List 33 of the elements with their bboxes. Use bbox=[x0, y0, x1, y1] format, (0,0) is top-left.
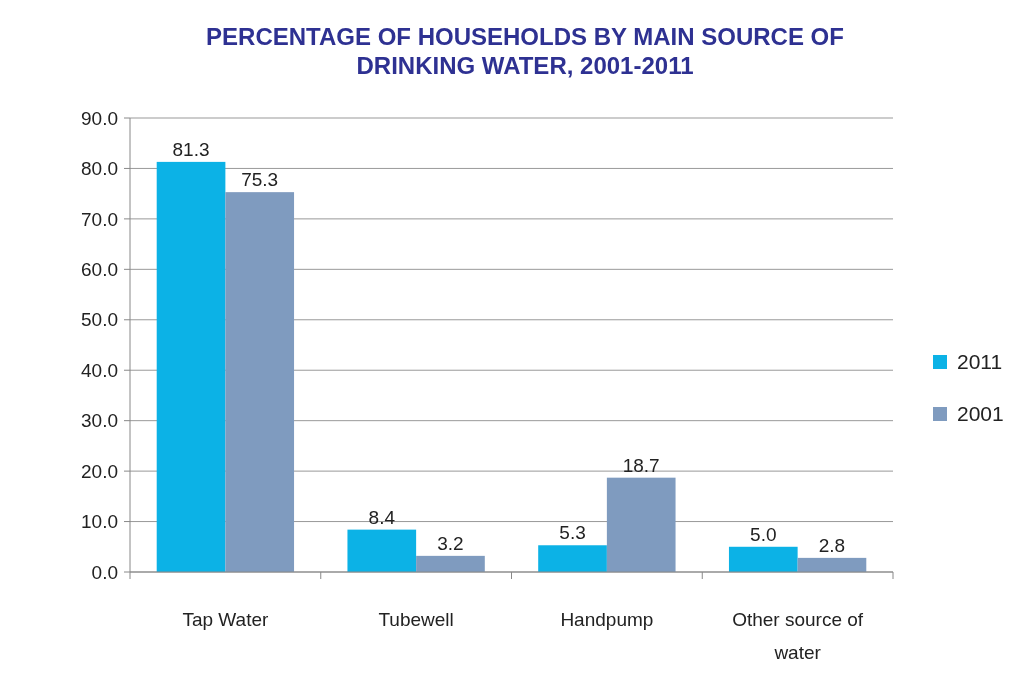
data-label: 5.3 bbox=[559, 522, 586, 544]
x-tick-label: Handpump bbox=[560, 609, 654, 630]
y-tick-label: 80.0 bbox=[81, 158, 118, 180]
y-tick-label: 70.0 bbox=[81, 208, 118, 230]
y-tick-label: 90.0 bbox=[81, 107, 118, 129]
y-tick-label: 60.0 bbox=[81, 258, 118, 280]
chart-title: PERCENTAGE OF HOUSEHOLDS BY MAIN SOURCE OF DRINKING WATER, 2001-2011 bbox=[206, 23, 844, 79]
legend-label: 2011 bbox=[957, 350, 1003, 374]
data-label: 81.3 bbox=[172, 138, 210, 160]
y-tick-label: 40.0 bbox=[81, 359, 118, 381]
y-tick-label: 20.0 bbox=[81, 460, 118, 482]
y-tick-label: 50.0 bbox=[81, 309, 118, 331]
bar bbox=[538, 545, 607, 572]
data-label: 18.7 bbox=[622, 454, 660, 476]
bar bbox=[225, 192, 295, 572]
bar bbox=[416, 555, 485, 572]
bar bbox=[797, 557, 867, 572]
legend-label: 2001 bbox=[957, 402, 1004, 426]
bar bbox=[728, 546, 798, 572]
x-tick-label: Tap Water bbox=[182, 609, 269, 630]
data-label: 3.2 bbox=[437, 532, 464, 554]
y-tick-label: 30.0 bbox=[81, 410, 118, 432]
data-label: 8.4 bbox=[368, 506, 396, 528]
data-label: 2.8 bbox=[818, 534, 846, 556]
bar bbox=[606, 477, 676, 572]
bar bbox=[347, 529, 417, 572]
bar bbox=[156, 161, 226, 572]
y-tick-label: 0.0 bbox=[91, 561, 118, 583]
y-tick-label: 10.0 bbox=[81, 511, 118, 533]
data-label: 75.3 bbox=[241, 169, 279, 191]
x-tick-label: Tubewell bbox=[378, 609, 454, 630]
data-label: 5.0 bbox=[750, 523, 777, 545]
x-tick-label: Other source of water bbox=[732, 609, 864, 663]
